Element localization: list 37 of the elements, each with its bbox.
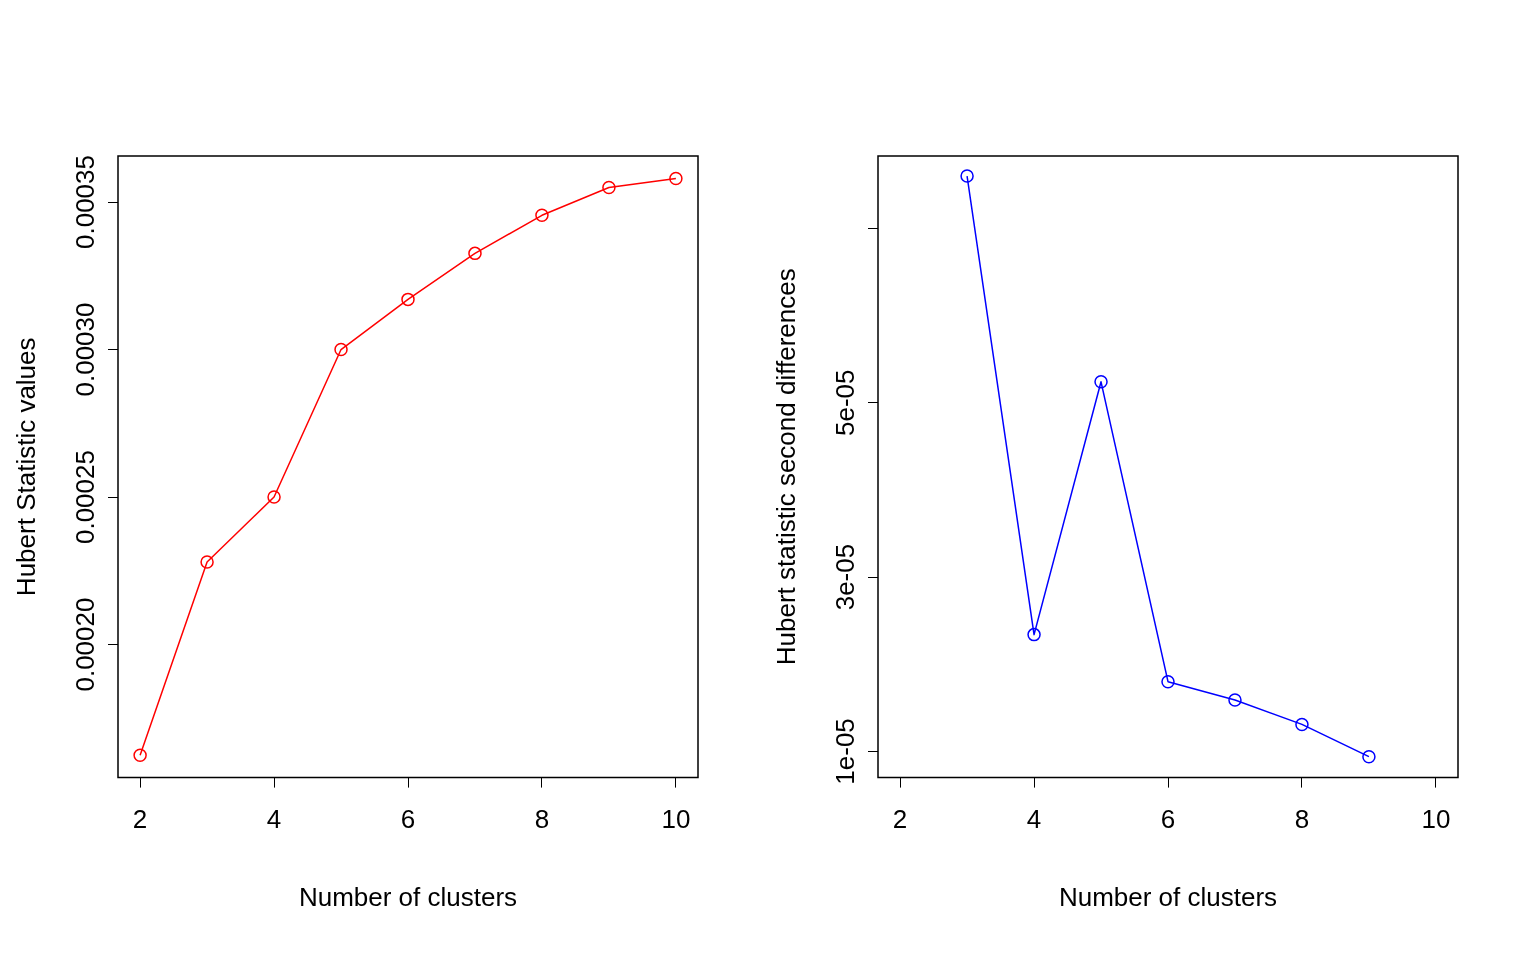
point bbox=[1027, 627, 1041, 642]
point bbox=[1094, 375, 1108, 389]
y-tick-label: 0.00020 bbox=[70, 597, 101, 692]
point bbox=[334, 342, 348, 357]
point bbox=[602, 180, 616, 195]
x-tick-label: 8 bbox=[1294, 804, 1310, 835]
point bbox=[200, 555, 214, 569]
point bbox=[1228, 693, 1242, 707]
point bbox=[1295, 717, 1309, 732]
point bbox=[468, 246, 482, 261]
x-tick-label: 10 bbox=[661, 804, 691, 835]
y-tick-label: 1e-05 bbox=[830, 718, 861, 785]
y-axis-title: Hubert statistic second differences bbox=[770, 268, 801, 666]
point bbox=[535, 208, 549, 223]
x-tick-label: 4 bbox=[1026, 804, 1042, 835]
point bbox=[133, 748, 147, 762]
point bbox=[669, 171, 683, 186]
y-tick-label: 0.00030 bbox=[70, 302, 101, 397]
point bbox=[401, 292, 415, 307]
y-axis-title: Hubert Statistic values bbox=[10, 337, 41, 597]
y-tick-label: 5e-05 bbox=[830, 369, 861, 436]
x-tick-label: 10 bbox=[1421, 804, 1451, 835]
y-tick-label: 0.00025 bbox=[70, 450, 101, 545]
x-axis-title: Number of clusters bbox=[1058, 881, 1278, 912]
x-tick-label: 4 bbox=[266, 804, 282, 835]
x-tick-label: 2 bbox=[132, 804, 148, 835]
x-axis-title: Number of clusters bbox=[298, 881, 518, 912]
point bbox=[1161, 674, 1175, 689]
y-tick-label: 0.00035 bbox=[70, 155, 101, 250]
x-tick-label: 2 bbox=[892, 804, 908, 835]
point bbox=[960, 169, 974, 183]
point bbox=[267, 490, 281, 504]
y-tick-label: 3e-05 bbox=[830, 543, 861, 611]
x-tick-label: 8 bbox=[534, 804, 550, 835]
point bbox=[1362, 749, 1376, 764]
x-tick-label: 6 bbox=[1160, 804, 1176, 835]
x-tick-label: 6 bbox=[400, 804, 416, 835]
